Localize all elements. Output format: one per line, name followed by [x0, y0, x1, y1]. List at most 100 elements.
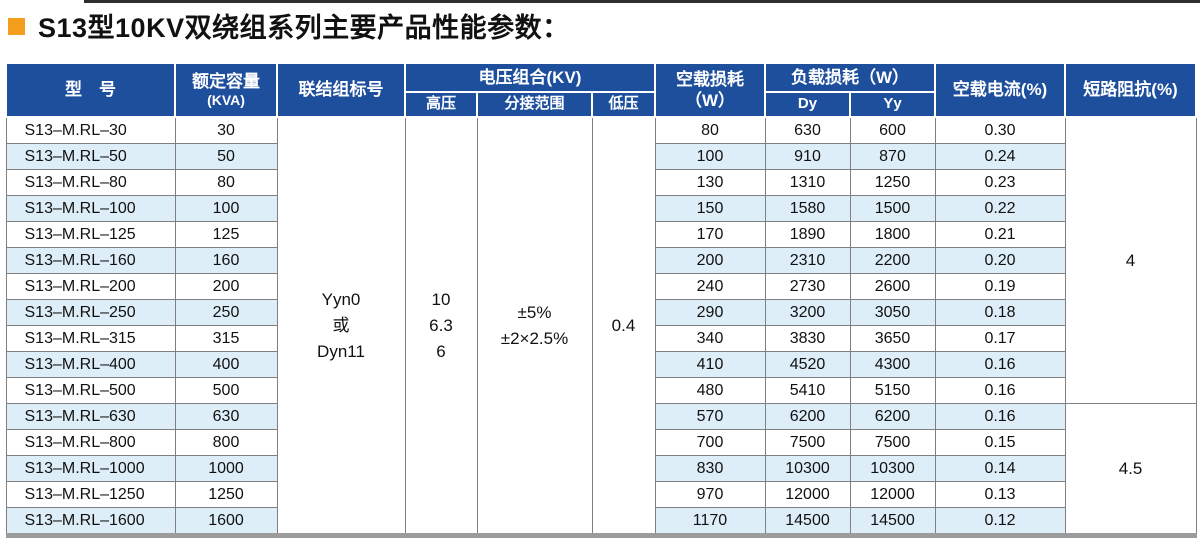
cell-dy: 1310: [764, 169, 851, 196]
table-row: S13–M.RL–80 80 130 1310 1250 0.23: [5, 169, 1196, 196]
header-capacity-line1: 额定容量: [192, 71, 260, 91]
cell-yy: 4300: [849, 351, 936, 378]
cell-capacity: 80: [174, 169, 278, 196]
cell-no-load-current: 0.13: [934, 481, 1066, 508]
cell-yy: 12000: [849, 481, 936, 508]
cell-model: S13–M.RL–100: [5, 195, 176, 222]
header-capacity-line2: (KVA): [207, 91, 245, 108]
cell-yy: 14500: [849, 507, 936, 536]
cell-model: S13–M.RL–160: [5, 247, 176, 274]
cell-yy: 7500: [849, 429, 936, 456]
cell-dy: 2310: [764, 247, 851, 274]
cell-no-load-current: 0.23: [934, 169, 1066, 196]
cell-capacity: 1600: [174, 507, 278, 536]
cell-yy: 10300: [849, 455, 936, 482]
orange-square-bullet-icon: [8, 18, 25, 35]
cell-dy: 10300: [764, 455, 851, 482]
spec-table: 型 号 额定容量 (KVA) 联结组标号 电压组合(KV) 空载损耗 （W） 负…: [5, 62, 1198, 538]
tap-line: ±2×2.5%: [500, 328, 569, 348]
cell-yy: 1250: [849, 169, 936, 196]
table-row: S13–M.RL–125 125 170 1890 1800 0.21: [5, 221, 1196, 248]
connection-line: Yyn0: [321, 289, 361, 309]
cell-dy: 1890: [764, 221, 851, 248]
cell-dy: 3200: [764, 299, 851, 326]
cell-model: S13–M.RL–250: [5, 299, 176, 326]
cell-no-load-loss: 480: [654, 377, 766, 404]
header-no-load-current: 空载电流(%): [934, 62, 1067, 118]
cell-no-load-current: 0.17: [934, 325, 1066, 352]
header-impedance: 短路阻抗(%): [1064, 62, 1198, 118]
page-top-artifact-line: [84, 0, 1200, 3]
cell-model: S13–M.RL–315: [5, 325, 176, 352]
cell-model: S13–M.RL–500: [5, 377, 176, 404]
cell-model: S13–M.RL–125: [5, 221, 176, 248]
header-connection: 联结组标号: [276, 62, 406, 118]
header-capacity: 额定容量 (KVA): [174, 62, 278, 118]
cell-capacity: 1250: [174, 481, 278, 508]
cell-yy: 600: [849, 116, 936, 144]
cell-model: S13–M.RL–200: [5, 273, 176, 300]
spec-table-wrapper: 型 号 额定容量 (KVA) 联结组标号 电压组合(KV) 空载损耗 （W） 负…: [5, 62, 1198, 538]
cell-hv-merged: 10 6.3 6: [404, 116, 478, 536]
cell-no-load-loss: 290: [654, 299, 766, 326]
cell-no-load-loss: 200: [654, 247, 766, 274]
cell-capacity: 630: [174, 403, 278, 430]
cell-no-load-current: 0.16: [934, 377, 1066, 404]
cell-yy: 5150: [849, 377, 936, 404]
header-no-load-loss: 空载损耗 （W）: [654, 62, 766, 118]
header-no-load-loss-line1: 空载损耗: [676, 69, 744, 89]
cell-yy: 2600: [849, 273, 936, 300]
cell-dy: 910: [764, 143, 851, 170]
header-lv: 低压: [591, 91, 656, 118]
table-row: S13–M.RL–1000 1000 830 10300 10300 0.14: [5, 455, 1196, 482]
cell-yy: 1800: [849, 221, 936, 248]
cell-no-load-current: 0.18: [934, 299, 1066, 326]
cell-impedance-group2: 4.5: [1064, 403, 1197, 536]
cell-model: S13–M.RL–50: [5, 143, 176, 170]
cell-no-load-current: 0.16: [934, 403, 1066, 430]
cell-capacity: 160: [174, 247, 278, 274]
cell-no-load-loss: 570: [654, 403, 766, 430]
cell-capacity: 30: [174, 116, 278, 144]
table-row: S13–M.RL–100 100 150 1580 1500 0.22: [5, 195, 1196, 222]
cell-no-load-loss: 970: [654, 481, 766, 508]
cell-no-load-loss: 700: [654, 429, 766, 456]
cell-no-load-current: 0.20: [934, 247, 1066, 274]
cell-no-load-loss: 410: [654, 351, 766, 378]
connection-line: Dyn11: [317, 341, 365, 361]
cell-dy: 14500: [764, 507, 851, 536]
cell-no-load-loss: 100: [654, 143, 766, 170]
cell-model: S13–M.RL–30: [5, 116, 176, 144]
header-dy: Dy: [764, 91, 851, 118]
table-row: S13–M.RL–1250 1250 970 12000 12000 0.13: [5, 481, 1196, 508]
cell-capacity: 250: [174, 299, 278, 326]
cell-yy: 1500: [849, 195, 936, 222]
cell-yy: 3650: [849, 325, 936, 352]
cell-lv-merged: 0.4: [591, 116, 656, 536]
cell-no-load-loss: 240: [654, 273, 766, 300]
cell-dy: 1580: [764, 195, 851, 222]
cell-no-load-loss: 130: [654, 169, 766, 196]
cell-model: S13–M.RL–80: [5, 169, 176, 196]
cell-capacity: 500: [174, 377, 278, 404]
table-row: S13–M.RL–30 30 Yyn0 或 Dyn11 10 6.3 6 ±5%…: [5, 116, 1197, 536]
cell-capacity: 125: [174, 221, 278, 248]
cell-yy: 6200: [849, 403, 936, 430]
cell-dy: 630: [764, 116, 851, 144]
cell-capacity: 200: [174, 273, 278, 300]
cell-yy: 2200: [849, 247, 936, 274]
cell-no-load-current: 0.19: [934, 273, 1066, 300]
cell-model: S13–M.RL–800: [5, 429, 176, 456]
cell-no-load-current: 0.24: [934, 143, 1066, 170]
cell-no-load-loss: 830: [654, 455, 766, 482]
cell-no-load-loss: 170: [654, 221, 766, 248]
header-no-load-loss-line2: （W）: [684, 91, 736, 110]
cell-no-load-loss: 80: [654, 116, 766, 144]
cell-model: S13–M.RL–630: [5, 403, 176, 430]
hv-line: 10: [431, 289, 451, 309]
cell-no-load-current: 0.30: [934, 116, 1066, 144]
hv-line: 6.3: [429, 315, 453, 335]
table-row: S13–M.RL–400 400 410 4520 4300 0.16: [5, 351, 1196, 378]
cell-no-load-current: 0.12: [934, 507, 1066, 536]
header-hv: 高压: [404, 91, 478, 118]
